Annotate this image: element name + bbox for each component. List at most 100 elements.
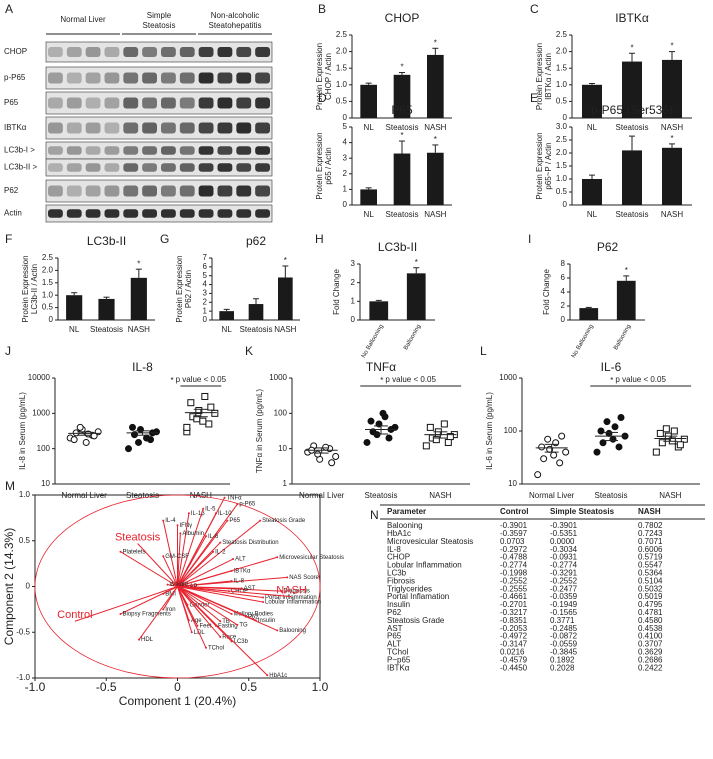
y-tick-label: 0.5 (556, 97, 568, 106)
band (104, 122, 120, 134)
x-tick-label: 0 (174, 680, 181, 694)
point (211, 409, 219, 417)
table-cell: -0.4450 (500, 663, 528, 672)
row-label: CHOP (4, 47, 27, 56)
y-tick-label: 2 (343, 169, 348, 178)
table-cell: LC3b (387, 569, 407, 578)
band (217, 122, 233, 134)
band (123, 122, 139, 134)
point (680, 435, 688, 443)
band (104, 163, 120, 172)
table-cell: 0.2028 (550, 663, 575, 672)
point (183, 423, 191, 431)
loading-label: TChol (208, 645, 224, 651)
row-label: P65 (4, 98, 19, 107)
table-cell: -0.2552 (550, 576, 578, 585)
table-cell: 0.3771 (550, 616, 575, 625)
band (161, 122, 176, 134)
y-tick-label: 0 (561, 315, 566, 324)
y-tick-label: 1.0 (556, 80, 568, 89)
table-cell: 0.4795 (638, 600, 663, 609)
loading-tip (212, 550, 215, 553)
table-cell: 0.5104 (638, 576, 663, 585)
bar (579, 308, 599, 320)
bar (662, 59, 682, 118)
loading-tip (262, 601, 264, 604)
y-tick-label: 10 (278, 444, 287, 453)
table-cell: -0.8351 (500, 616, 528, 625)
panel-letter: J (5, 344, 11, 358)
y-axis-label: IL-6 in Serum (pg/mL) (485, 392, 494, 470)
loading-label: IL-8 (234, 579, 245, 585)
band (142, 146, 157, 155)
significance: * (630, 43, 633, 52)
point (70, 436, 78, 444)
loading-tip (276, 556, 279, 559)
bar (427, 152, 444, 205)
bar (130, 277, 147, 320)
band (236, 72, 252, 84)
point (440, 420, 448, 428)
loading-label: Balooning (279, 628, 306, 634)
band (142, 72, 157, 84)
band (123, 72, 139, 84)
band (66, 163, 82, 172)
table-cell: Fibrosis (387, 576, 415, 585)
loading-vector (177, 586, 221, 622)
band (217, 72, 233, 84)
x-tick-label: -0.5 (96, 680, 117, 694)
significance: * (434, 135, 437, 144)
significance: * (400, 131, 403, 140)
band (142, 185, 157, 197)
chart-title: P65 (391, 103, 413, 117)
y-tick-label: 0 (351, 315, 356, 324)
y-axis-label: P62 / Actin (184, 270, 193, 308)
loading-label: IL-10 (218, 511, 232, 517)
point (367, 417, 375, 425)
y-tick-label: 0 (563, 113, 568, 122)
group-label: NASH (276, 584, 307, 596)
panel-letter: L (480, 344, 487, 358)
chart-title: TNFα (366, 360, 396, 374)
loading-vector (177, 533, 181, 587)
table-cell: Microvesicular Steatosis (387, 537, 473, 546)
band (85, 209, 101, 218)
point (199, 417, 207, 425)
y-tick-label: 2 (561, 301, 566, 310)
band (85, 72, 101, 84)
loading-label: ALT (235, 557, 246, 563)
band (198, 97, 214, 109)
loading-label: IL-4 (165, 518, 176, 524)
band (179, 163, 195, 172)
y-tick-label: 1000 (499, 373, 517, 382)
band (85, 97, 101, 109)
table-cell: 0.3707 (638, 640, 663, 649)
loading-label: AST (244, 586, 256, 592)
loading-label: Fasting (218, 623, 238, 629)
table-cell: 0.4100 (638, 632, 663, 641)
panel-letter: A (5, 2, 13, 16)
row-label: LC3b-II > (4, 163, 37, 172)
point (432, 436, 440, 444)
band (48, 97, 63, 109)
table-cell: -0.3034 (550, 545, 578, 554)
loading-tip (219, 635, 222, 638)
loading-vector (177, 586, 232, 615)
table-cell: Triglycerides (387, 584, 432, 593)
table-cell: HbA1c (387, 529, 411, 538)
band (179, 72, 195, 84)
band (66, 47, 82, 57)
table-cell: P65 (387, 632, 402, 641)
band (255, 122, 270, 134)
y-axis-label: LC3b-II / Actin (30, 264, 39, 314)
band (48, 185, 63, 197)
significance: * (670, 42, 673, 51)
chart-title: IL-6 (601, 360, 622, 374)
significance: * (415, 258, 418, 267)
point (670, 427, 678, 435)
y-axis-label: Fold Change (332, 269, 341, 315)
x-tick-label: Normal Liver (299, 491, 345, 500)
loading-tip (166, 583, 169, 586)
blot-frame (45, 158, 273, 177)
chart-title: CHOP (385, 11, 420, 25)
